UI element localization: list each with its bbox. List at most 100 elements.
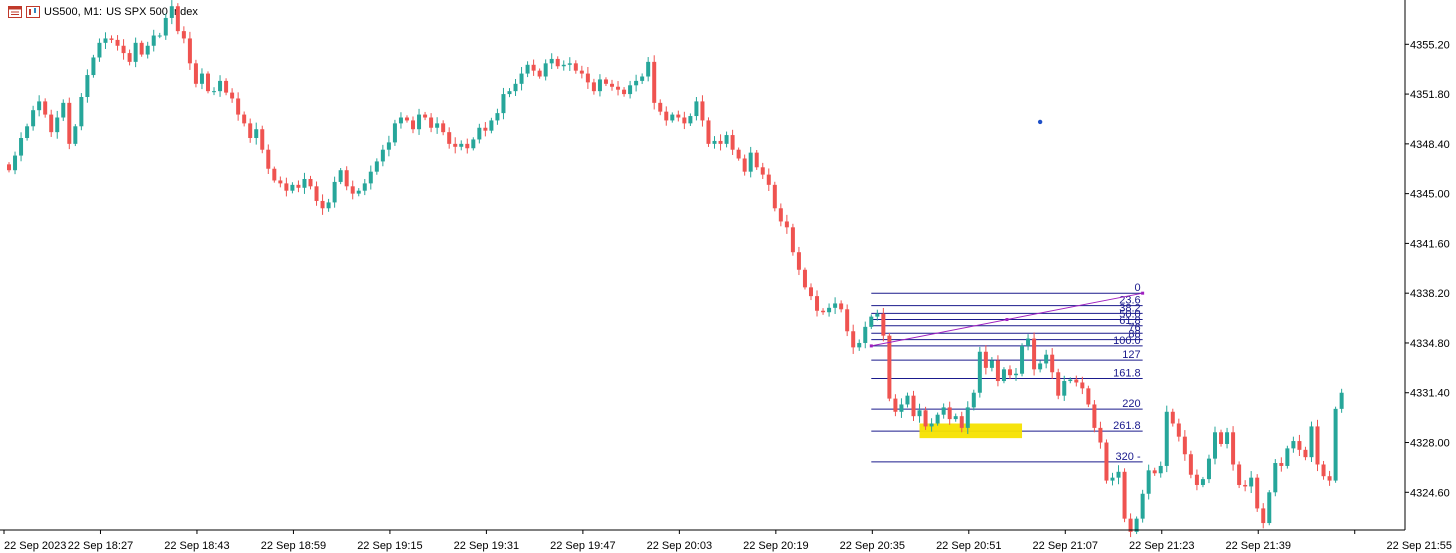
candle-body [483,127,488,131]
candle-body [338,170,343,182]
candlestick-series [7,0,1344,538]
candle-body [1176,423,1181,437]
candle-body [344,170,349,187]
candle-body [1303,449,1308,458]
candle-body [887,335,892,399]
candle-body [652,61,657,103]
candle-body [429,117,434,128]
candle-body [947,407,952,420]
candle-body [965,407,970,428]
candle-body [821,310,826,313]
trend-line-handle[interactable] [1141,291,1145,295]
candle-body [187,38,192,64]
trend-line-group[interactable] [869,291,1145,348]
candle-body [1231,432,1236,465]
chart-properties-icon[interactable] [26,6,40,18]
candle-body [1327,476,1332,481]
candle-body [959,416,964,428]
candle-body [1038,363,1043,370]
candle-body [712,140,717,144]
candle-body [766,174,771,185]
candle-body [1062,381,1067,396]
candle-body [507,91,512,95]
candle-body [7,164,11,171]
candle-body [1285,448,1290,466]
candle-body [772,184,777,209]
candle-body [561,64,566,67]
candle-body [308,178,313,187]
candle-body [218,80,223,92]
candle-body [441,123,446,133]
candle-body [1273,463,1278,493]
candle-body [845,309,850,332]
candle-body [374,161,379,172]
candle-body [591,82,596,92]
x-tick-label: 22 Sep 20:51 [936,540,1001,552]
candle-body [404,117,409,121]
candle-body [537,70,542,77]
candle-body [1279,463,1284,466]
candle-body [923,410,928,427]
candle-body [278,180,283,184]
candle-body [555,58,560,67]
candle-body [640,76,645,81]
candle-body [911,395,916,417]
trend-line-handle[interactable] [869,344,873,348]
candle-body [579,70,584,74]
candle-body [1219,432,1224,444]
candle-body [573,63,578,71]
candle-body [1321,464,1326,477]
candle-body [815,296,820,311]
candle-body [495,113,500,121]
candle-body [332,181,337,203]
x-tick-label: 22 Sep 2023 [4,540,66,552]
candle-body [55,117,60,133]
candle-body [1014,373,1019,376]
chart-description: US SPX 500 Index [106,6,198,18]
candle-body [181,31,186,39]
candle-body [1152,470,1157,474]
candle-body [1020,345,1025,374]
candle-body [19,137,24,156]
candle-body [622,89,627,95]
fib-level-label: 88 [1128,329,1140,341]
marker-group [1037,119,1043,125]
y-tick-label: 4355.20 [1410,39,1450,51]
candle-body [290,184,295,191]
candle-body [1001,369,1006,382]
candle-body [995,360,1000,382]
candle-body [1206,458,1211,480]
candle-body [808,287,813,297]
candle-body [1026,338,1031,346]
candle-body [1188,454,1193,475]
candle-body [133,42,138,62]
candle-body [688,116,693,124]
chart-symbol: US500, M1: [44,6,103,18]
candle-body [1170,411,1175,424]
candle-body [205,73,210,92]
candle-body [296,184,301,188]
candle-body [356,190,361,194]
candle-body [567,63,572,65]
candle-body [1116,471,1121,478]
candle-body [314,186,319,201]
trend-line-handle[interactable] [1005,318,1009,322]
candle-body [459,143,464,147]
x-tick-label: 22 Sep 20:35 [840,540,905,552]
candle-body [236,98,241,115]
candle-body [145,45,150,55]
candle-body [694,101,699,117]
candle-body [242,114,247,124]
candle-body [224,80,229,93]
candle-body [85,75,90,98]
candle-body [151,35,156,46]
candle-body [1074,379,1079,383]
candle-body [1200,479,1205,485]
candle-body [1267,492,1272,524]
candle-body [392,123,397,143]
candle-body [1032,338,1037,370]
chart-window-icon[interactable] [8,6,22,18]
